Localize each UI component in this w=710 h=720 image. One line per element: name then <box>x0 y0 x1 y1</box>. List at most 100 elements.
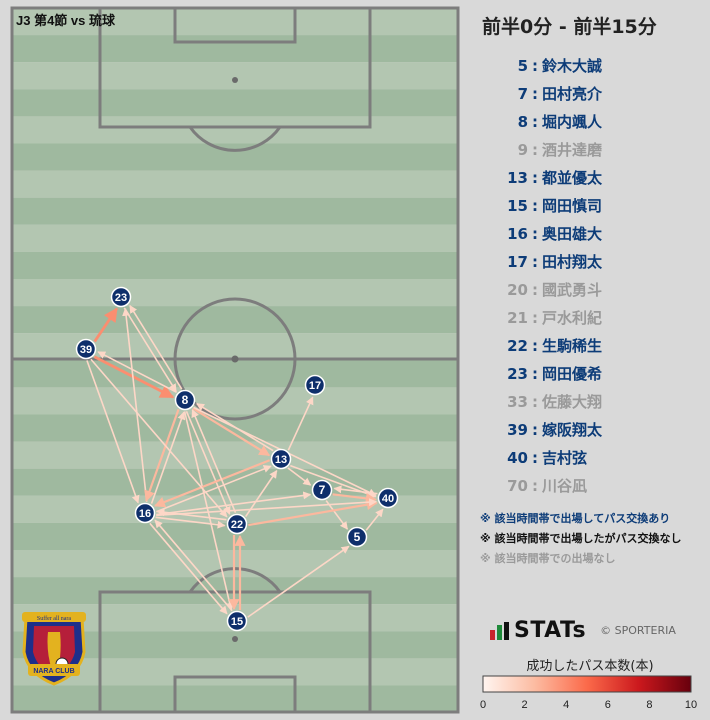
player-number: 70 <box>507 477 528 495</box>
pass-edge-13-to-17 <box>287 396 314 451</box>
player-separator: : <box>532 281 538 299</box>
pass-edge-8-to-15 <box>183 411 234 611</box>
player-node-circle <box>110 286 132 308</box>
player-separator: : <box>532 253 538 271</box>
pitch-stripe <box>12 441 458 469</box>
player-separator: : <box>532 393 538 411</box>
badge-top-text: Suffer all nara <box>37 615 72 622</box>
player-number: 39 <box>507 421 528 439</box>
pass-edge-13-to-16 <box>154 459 271 508</box>
player-node-label: 8 <box>182 393 189 407</box>
player-node-circle <box>377 487 399 509</box>
player-number: 21 <box>507 309 528 327</box>
player-node-circle <box>304 374 326 396</box>
stats-logo: STATs <box>514 618 587 643</box>
player-name: 田村亮介 <box>542 85 603 103</box>
player-name: 岡田優希 <box>542 365 603 383</box>
player-row-8: 8: 堀内颯人 <box>470 108 710 136</box>
player-number: 40 <box>507 449 528 467</box>
player-separator: : <box>532 141 538 159</box>
player-separator: : <box>532 197 538 215</box>
pass-edge-16-to-40 <box>156 498 378 517</box>
player-node-13: 13 <box>270 448 292 470</box>
player-node-label: 7 <box>319 483 326 497</box>
pass-edge-8-to-23 <box>129 304 183 390</box>
player-separator: : <box>532 85 538 103</box>
player-number: 16 <box>507 225 528 243</box>
colorbar-gradient <box>482 675 692 693</box>
top-penalty-arc <box>188 126 282 152</box>
pass-edge-16-to-22 <box>155 516 226 529</box>
period-title: 前半0分 - 前半15分 <box>482 16 657 38</box>
player-node-22: 22 <box>226 513 248 535</box>
player-node-circle <box>346 526 368 548</box>
colorbar-tick-label: 2 <box>522 699 528 711</box>
player-separator: : <box>532 309 538 327</box>
pitch-stripe <box>12 279 458 307</box>
player-row-16: 16: 奥田雄大 <box>470 220 710 248</box>
pitch-stripe <box>12 658 458 686</box>
player-node-5: 5 <box>346 526 368 548</box>
player-number: 15 <box>507 197 528 215</box>
pitch-stripe <box>12 116 458 144</box>
player-name: 吉村弦 <box>542 449 588 467</box>
player-separator: : <box>532 337 538 355</box>
pitch-stripe <box>12 170 458 198</box>
player-node-circle <box>75 338 97 360</box>
pass-edge-16-to-15 <box>149 522 228 615</box>
colorbar-title: 成功したパス本数(本) <box>526 659 654 674</box>
legend-none: ※ 該当時間帯での出場なし <box>480 552 616 565</box>
player-node-label: 17 <box>309 380 321 392</box>
pass-edge-16-to-8 <box>150 411 186 504</box>
colorbar-tick-label: 0 <box>480 699 486 711</box>
pass-edge-22-to-40 <box>248 499 378 527</box>
pass-edge-23-to-8 <box>123 307 177 393</box>
legend-active: ※ 該当時間帯で出場してパス交換あり <box>480 512 671 525</box>
player-name: 酒井達磨 <box>542 141 603 159</box>
pass-edges <box>86 304 384 618</box>
player-name: 田村翔太 <box>542 253 603 271</box>
player-row-15: 15: 岡田慎司 <box>470 192 710 220</box>
pass-edge-8-to-16 <box>144 409 180 502</box>
player-number: 13 <box>507 169 528 187</box>
player-name: 佐藤大翔 <box>542 393 603 411</box>
copyright: © SPORTERIA <box>600 624 676 637</box>
player-row-39: 39: 嫁阪翔太 <box>470 416 710 444</box>
pitch-stripe <box>12 251 458 279</box>
player-list: 5: 鈴木大誠 7: 田村亮介 8: 堀内颯人 9: 酒井達磨 13: 都並優太 15: 岡田慎司 16… <box>470 52 710 500</box>
player-number: 7 <box>517 85 528 103</box>
player-node-17: 17 <box>304 374 326 396</box>
player-node-39: 39 <box>75 338 97 360</box>
player-row-9: 9: 酒井達磨 <box>470 136 710 164</box>
pitch-stripe <box>12 685 458 713</box>
pitch-stripe <box>12 224 458 252</box>
bottom-goal-box <box>173 675 297 714</box>
player-row-5: 5: 鈴木大誠 <box>470 52 710 80</box>
player-node-label: 16 <box>139 508 151 520</box>
player-node-circle <box>134 502 156 524</box>
player-row-17: 17: 田村翔太 <box>470 248 710 276</box>
stats-bars-icon <box>490 621 509 640</box>
pass-edge-16-to-13 <box>156 465 272 513</box>
pass-edge-5-to-40 <box>365 508 384 531</box>
pitch-stripe <box>12 360 458 388</box>
pass-edge-16-to-7 <box>156 491 312 516</box>
badge-bottom-text: NARA CLUB <box>33 668 74 675</box>
player-name: 奥田雄大 <box>542 225 603 243</box>
player-number: 20 <box>507 281 528 299</box>
colorbar-tick-label: 6 <box>605 699 611 711</box>
player-node-circle <box>174 389 196 411</box>
player-row-70: 70: 川谷凪 <box>470 472 710 500</box>
pitch-stripe <box>12 306 458 334</box>
pass-edge-22-to-8 <box>191 409 237 514</box>
player-row-21: 21: 戸水利紀 <box>470 304 710 332</box>
pass-edge-15-to-5 <box>247 545 350 618</box>
player-separator: : <box>532 477 538 495</box>
center-circle <box>173 297 297 421</box>
pass-edge-8-to-39 <box>97 351 177 394</box>
player-node-15: 15 <box>226 610 248 632</box>
player-nodes: 23 39 8 17 13 7 40 16 22 5 15 <box>75 286 399 632</box>
player-number: 5 <box>517 57 528 75</box>
match-label: J3 第4節 vs 琉球 <box>16 13 116 28</box>
pass-edge-8-to-13 <box>192 407 271 457</box>
